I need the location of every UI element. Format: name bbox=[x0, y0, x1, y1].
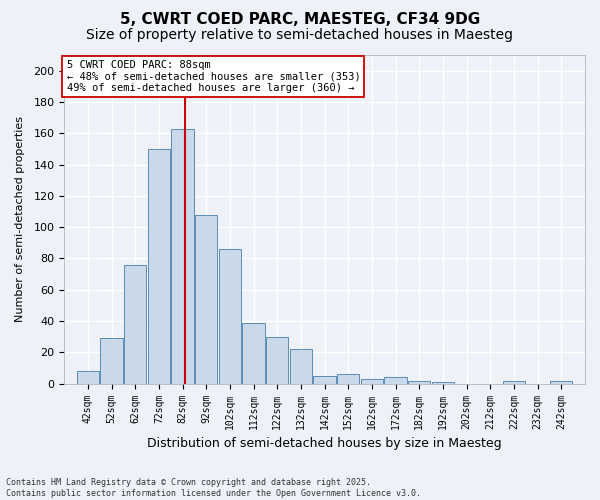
Bar bbox=[361, 379, 383, 384]
Bar bbox=[100, 338, 122, 384]
Bar bbox=[124, 264, 146, 384]
Bar bbox=[408, 380, 430, 384]
Bar bbox=[148, 149, 170, 384]
Bar bbox=[313, 376, 336, 384]
Bar bbox=[195, 214, 217, 384]
X-axis label: Distribution of semi-detached houses by size in Maesteg: Distribution of semi-detached houses by … bbox=[147, 437, 502, 450]
Text: Size of property relative to semi-detached houses in Maesteg: Size of property relative to semi-detach… bbox=[86, 28, 514, 42]
Y-axis label: Number of semi-detached properties: Number of semi-detached properties bbox=[15, 116, 25, 322]
Text: Contains HM Land Registry data © Crown copyright and database right 2025.
Contai: Contains HM Land Registry data © Crown c… bbox=[6, 478, 421, 498]
Bar bbox=[266, 336, 289, 384]
Bar bbox=[172, 128, 194, 384]
Text: 5, CWRT COED PARC, MAESTEG, CF34 9DG: 5, CWRT COED PARC, MAESTEG, CF34 9DG bbox=[120, 12, 480, 28]
Bar bbox=[385, 378, 407, 384]
Bar bbox=[290, 350, 312, 384]
Bar bbox=[432, 382, 454, 384]
Bar bbox=[219, 249, 241, 384]
Bar bbox=[503, 380, 525, 384]
Text: 5 CWRT COED PARC: 88sqm
← 48% of semi-detached houses are smaller (353)
49% of s: 5 CWRT COED PARC: 88sqm ← 48% of semi-de… bbox=[67, 60, 360, 93]
Bar bbox=[337, 374, 359, 384]
Bar bbox=[242, 322, 265, 384]
Bar bbox=[77, 371, 99, 384]
Bar bbox=[550, 380, 572, 384]
